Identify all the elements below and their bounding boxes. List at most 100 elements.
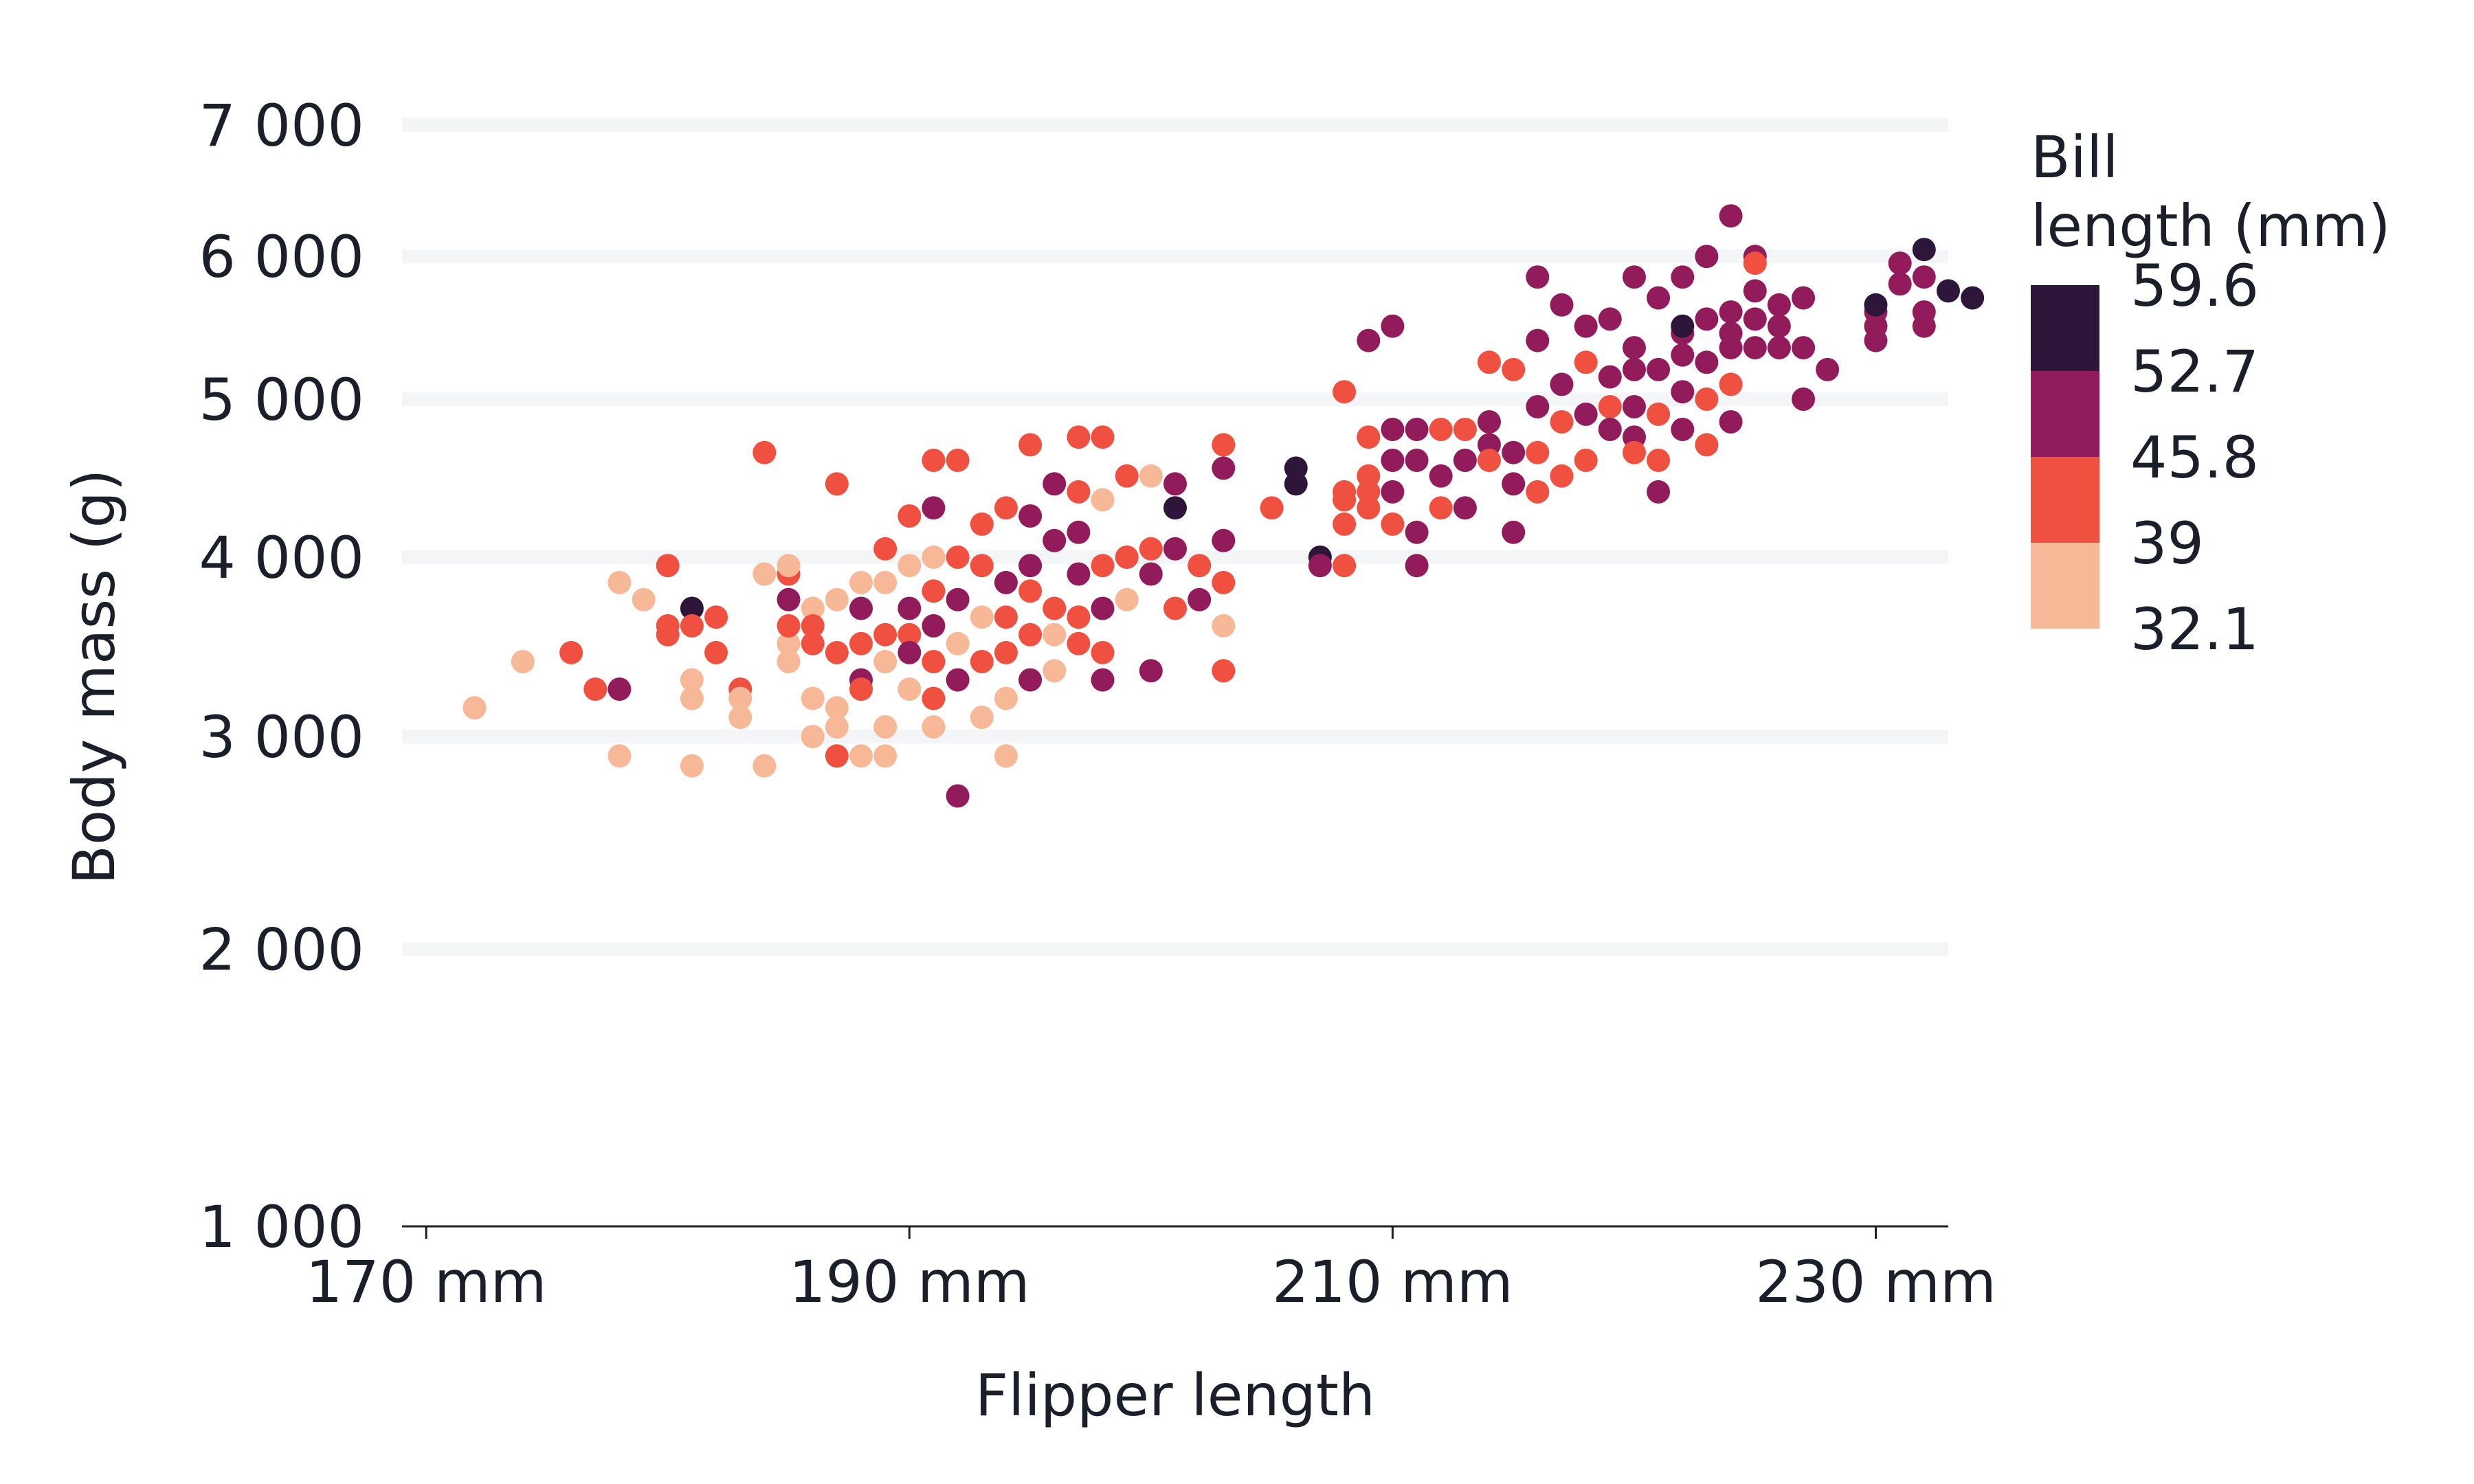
scatter-point	[1453, 418, 1477, 441]
scatter-point	[1526, 440, 1550, 464]
scatter-point	[463, 696, 487, 720]
scatter-point	[1043, 659, 1067, 683]
scatter-point	[1139, 464, 1163, 488]
scatter-point	[1743, 307, 1767, 331]
scatter-point	[1018, 504, 1043, 528]
scatter-point	[680, 686, 704, 710]
scatter-point	[1018, 554, 1043, 578]
scatter-point	[1816, 357, 1840, 381]
scatter-point	[680, 668, 704, 692]
scatter-point	[1308, 554, 1332, 578]
scatter-point	[1043, 472, 1067, 496]
scatter-point	[1115, 464, 1139, 488]
scatter-point	[728, 706, 753, 730]
scatter-point	[1091, 596, 1115, 620]
scatter-point	[970, 554, 994, 578]
scatter-point	[1526, 395, 1550, 418]
scatter-point	[1018, 668, 1043, 692]
scatter-point	[1453, 449, 1477, 472]
scatter-point	[1695, 307, 1719, 331]
scatter-point	[777, 650, 801, 673]
y-axis: 1 000 2 000 3 000 4 000 5 000 6 000 7 000	[199, 92, 364, 1261]
scatter-point	[1695, 350, 1719, 374]
scatter-point	[1478, 449, 1501, 472]
scatter-point	[922, 546, 946, 569]
scatter-point	[1357, 328, 1381, 352]
scatter-point	[898, 504, 922, 528]
scatter-point	[1212, 528, 1236, 552]
scatter-point	[873, 715, 898, 739]
scatter-point	[559, 640, 583, 664]
scatter-point	[801, 686, 825, 710]
scatter-point	[922, 614, 946, 638]
legend-color-scale	[2031, 285, 2099, 629]
legend-label: 52.7	[2130, 338, 2259, 405]
scatter-point	[1067, 605, 1091, 629]
scatter-point	[1381, 314, 1405, 338]
scatter-point	[1212, 456, 1236, 480]
scatter-point	[1719, 204, 1743, 228]
scatter-point	[511, 650, 535, 673]
scatter-point	[849, 570, 873, 594]
y-axis-title: Body mass (g)	[60, 469, 128, 884]
scatter-point	[849, 596, 873, 620]
scatter-point	[608, 570, 632, 594]
scatter-point	[1043, 622, 1067, 647]
scatter-point	[1067, 520, 1091, 544]
scatter-point	[1647, 357, 1671, 381]
scatter-point	[777, 614, 801, 638]
scatter-point	[1743, 279, 1767, 303]
scatter-point	[922, 686, 946, 710]
scatter-point	[1864, 328, 1888, 352]
scatter-point	[1623, 357, 1646, 381]
scatter-point	[1212, 570, 1236, 594]
scatter-point	[1695, 433, 1719, 457]
scatter-point	[1502, 357, 1526, 381]
scatter-point	[1453, 496, 1477, 520]
scatter-point	[680, 614, 704, 638]
scatter-point	[1163, 596, 1187, 620]
gridlines	[402, 118, 1948, 956]
scatter-point	[946, 546, 970, 569]
scatter-point	[1598, 307, 1622, 331]
scatter-point	[994, 605, 1018, 629]
scatter-point	[994, 686, 1018, 710]
scatter-point	[970, 650, 994, 673]
legend-swatch	[2031, 371, 2099, 457]
legend-label: 39	[2130, 510, 2204, 577]
scatter-point	[1671, 314, 1695, 338]
legend-title-line-1: Bill	[2031, 124, 2119, 191]
scatter-point	[1792, 387, 1816, 411]
scatter-point	[1574, 314, 1598, 338]
y-tick-label: 3 000	[199, 704, 364, 771]
scatter-point	[1502, 472, 1526, 496]
scatter-point	[1115, 587, 1139, 611]
scatter-point	[994, 744, 1018, 768]
scatter-point	[680, 596, 704, 620]
scatter-point	[1139, 537, 1163, 561]
scatter-point	[825, 696, 849, 720]
scatter-point	[849, 744, 873, 768]
scatter-point	[608, 677, 632, 701]
scatter-point	[873, 650, 898, 673]
scatter-point	[898, 596, 922, 620]
scatter-point	[1695, 387, 1719, 411]
scatter-point	[1043, 596, 1067, 620]
scatter-point	[873, 570, 898, 594]
scatter-point	[1623, 265, 1646, 289]
scatter-point	[1018, 433, 1043, 457]
scatter-point	[873, 537, 898, 561]
scatter-point	[1091, 425, 1115, 449]
scatter-point	[994, 570, 1018, 594]
scatter-point	[1357, 496, 1381, 520]
scatter-point	[1743, 251, 1767, 276]
scatter-point	[1550, 464, 1574, 488]
scatter-point	[1623, 336, 1646, 360]
scatter-point	[1502, 520, 1526, 544]
x-tick-label: 190 mm	[789, 1248, 1030, 1316]
legend-swatch	[2031, 457, 2099, 543]
scatter-point	[1163, 537, 1187, 561]
scatter-point	[753, 440, 777, 464]
